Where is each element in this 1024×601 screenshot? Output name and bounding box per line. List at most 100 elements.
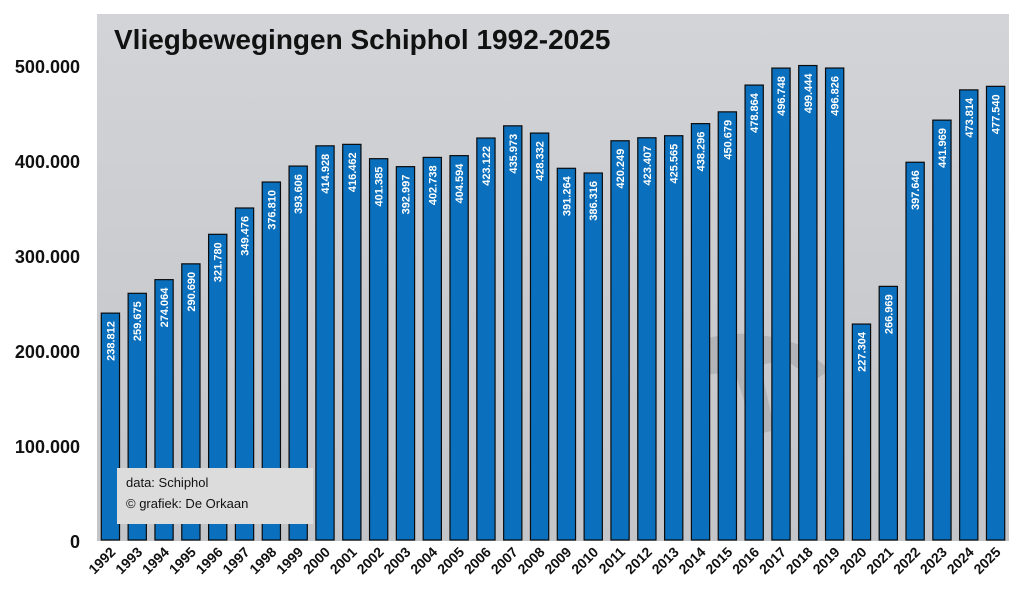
x-tick-label-2000: 2000 [300, 544, 333, 577]
x-tick-label-1998: 1998 [246, 544, 279, 577]
x-tick-label-2010: 2010 [568, 544, 601, 577]
bar-2025 [985, 85, 1006, 541]
x-tick-label-2014: 2014 [675, 544, 708, 577]
source-note-line-1: data: Schiphol [126, 475, 209, 490]
data-label-2019: 496.826 [830, 76, 842, 116]
data-label-1994: 274.064 [159, 287, 171, 328]
x-tick-label-2017: 2017 [756, 544, 789, 577]
bar-2017 [771, 67, 791, 541]
x-tick-label-2019: 2019 [809, 544, 842, 577]
data-label-2016: 478.864 [749, 92, 761, 133]
bar-2000 [315, 145, 335, 541]
data-label-2010: 386.316 [588, 181, 600, 221]
data-label-2004: 402.738 [427, 165, 439, 205]
bar-2004 [422, 156, 443, 541]
x-tick-label-2021: 2021 [863, 544, 896, 577]
plot-background [97, 14, 1009, 541]
x-tick-label-1992: 1992 [85, 544, 118, 577]
data-label-2001: 416.462 [347, 152, 359, 192]
bar-1992 [100, 312, 121, 541]
y-tick-label: 300.000 [15, 247, 80, 267]
bar-2024 [959, 89, 979, 541]
bar-2001 [342, 143, 362, 541]
data-label-2000: 414.928 [320, 154, 332, 194]
bar-2007 [503, 125, 523, 541]
data-label-1995: 290.690 [186, 272, 198, 312]
x-tick-label-2012: 2012 [622, 544, 655, 577]
data-label-2007: 435.973 [508, 134, 520, 174]
data-label-2024: 473.814 [964, 97, 976, 138]
bar-2019 [824, 67, 845, 541]
data-label-2017: 496.748 [776, 76, 788, 116]
bar-2009 [556, 167, 577, 541]
data-label-1993: 259.675 [132, 301, 144, 341]
data-label-1998: 376.810 [266, 190, 278, 230]
x-tick-label-1999: 1999 [273, 544, 306, 577]
bar-2011 [610, 140, 630, 541]
bar-2014 [690, 123, 711, 541]
source-note-box [117, 468, 313, 524]
data-label-2021: 266.969 [883, 294, 895, 334]
data-label-2025: 477.540 [991, 94, 1003, 134]
data-label-2018: 499.444 [803, 73, 815, 114]
x-tick-label-2005: 2005 [434, 544, 467, 577]
x-tick-label-1997: 1997 [219, 544, 252, 577]
x-axis: 1992199319941995199619971998199920002001… [85, 544, 1004, 577]
x-tick-label-2003: 2003 [380, 544, 413, 577]
data-label-2023: 441.969 [937, 128, 949, 168]
x-tick-label-1994: 1994 [139, 544, 172, 577]
bar-2015 [717, 111, 738, 541]
bar-2003 [395, 166, 416, 541]
bar-2022 [905, 161, 925, 541]
bar-1998 [261, 181, 282, 541]
bar-2023 [932, 119, 952, 541]
x-tick-label-2020: 2020 [836, 544, 869, 577]
bar-2013 [663, 135, 684, 541]
data-label-2003: 392.997 [400, 175, 412, 215]
source-note-line-2: © grafiek: De Orkaan [126, 496, 248, 511]
y-tick-label: 200.000 [15, 342, 80, 362]
x-tick-label-1996: 1996 [192, 544, 225, 577]
bar-2016 [744, 84, 764, 541]
bar-1996 [207, 233, 228, 541]
data-label-2008: 428.332 [535, 141, 547, 181]
bar-2006 [476, 137, 496, 541]
x-tick-label-2007: 2007 [488, 544, 521, 577]
x-tick-label-1995: 1995 [166, 544, 199, 577]
data-label-1992: 238.812 [105, 321, 117, 361]
y-tick-label: 400.000 [15, 152, 80, 172]
bar-2002 [368, 158, 389, 541]
data-label-1997: 349.476 [240, 216, 252, 256]
y-tick-label: 100.000 [15, 437, 80, 457]
data-label-2009: 391.264 [561, 175, 573, 216]
x-tick-label-2018: 2018 [783, 544, 816, 577]
y-tick-label: 500.000 [15, 57, 80, 77]
x-tick-label-2001: 2001 [327, 544, 360, 577]
x-tick-label-2008: 2008 [514, 544, 547, 577]
data-label-2012: 423.407 [642, 146, 654, 186]
y-axis: 0 100.000 200.000 300.000 400.000 500.000 [15, 57, 80, 552]
x-tick-label-1993: 1993 [112, 544, 145, 577]
x-tick-label-2015: 2015 [702, 544, 735, 577]
data-label-2006: 423.122 [481, 146, 493, 186]
x-tick-label-2024: 2024 [944, 544, 977, 577]
data-label-2014: 438.296 [696, 132, 708, 172]
bar-2018 [798, 64, 818, 541]
x-tick-label-2016: 2016 [729, 544, 762, 577]
data-label-2002: 401.385 [374, 167, 386, 207]
bar-2012 [637, 137, 657, 541]
bar-2008 [529, 132, 550, 541]
data-label-2020: 227.304 [856, 331, 868, 372]
data-label-2011: 420.249 [615, 149, 627, 189]
data-label-2015: 450.679 [722, 120, 734, 160]
data-label-1996: 321.780 [213, 242, 225, 282]
chart-title: Vliegbewegingen Schiphol 1992-2025 [114, 24, 610, 55]
bar-2005 [449, 155, 469, 541]
x-tick-label-2025: 2025 [970, 544, 1003, 577]
x-tick-label-2023: 2023 [917, 544, 950, 577]
x-tick-label-2013: 2013 [648, 544, 681, 577]
x-tick-label-2006: 2006 [461, 544, 494, 577]
x-tick-label-2004: 2004 [407, 544, 440, 577]
x-tick-label-2009: 2009 [541, 544, 574, 577]
